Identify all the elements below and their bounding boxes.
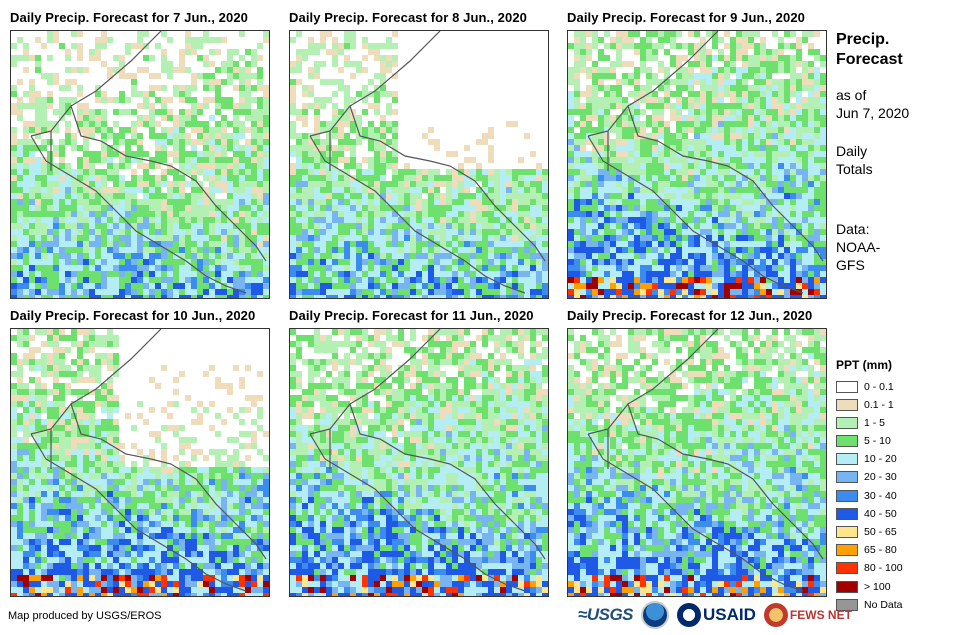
legend-label: 0.1 - 1	[864, 398, 894, 411]
precip-map-graphic	[568, 31, 826, 298]
legend-label: 50 - 65	[864, 526, 897, 538]
precip-map	[567, 30, 827, 299]
legend-item: 50 - 65	[836, 524, 966, 541]
legend-swatch	[836, 489, 858, 502]
legend-swatch	[836, 580, 858, 593]
coastline-outline	[309, 329, 546, 592]
legend-item: No Data	[836, 596, 966, 613]
legend-label: 0 - 0.1	[864, 380, 894, 393]
legend-swatch	[836, 507, 858, 520]
coastline-outline	[587, 31, 824, 294]
info-totals: Totals	[836, 161, 873, 177]
precip-legend: PPT (mm) 0 - 0.1 0.1 - 1 1 - 5 5 - 10 10…	[836, 358, 966, 614]
precip-map-graphic	[290, 329, 548, 596]
precip-grid	[568, 31, 826, 298]
legend-swatch	[836, 598, 858, 611]
legend-label: 30 - 40	[864, 489, 897, 502]
precip-grid	[290, 329, 548, 596]
legend-label: > 100	[864, 580, 891, 593]
info-as-of: as of	[836, 87, 867, 103]
legend-item: 30 - 40	[836, 487, 966, 504]
legend-swatch	[836, 471, 858, 484]
legend-label: No Data	[864, 598, 903, 611]
legend-item: 1 - 5	[836, 414, 966, 431]
legend-item: 20 - 30	[836, 469, 966, 486]
precip-grid	[290, 31, 548, 298]
legend-item: 80 - 100	[836, 560, 966, 577]
panel-title: Daily Precip. Forecast for 12 Jun., 2020	[567, 308, 813, 323]
coastline-outline	[30, 329, 267, 592]
panel-title: Daily Precip. Forecast for 8 Jun., 2020	[289, 10, 528, 25]
legend-item: 65 - 80	[836, 542, 966, 559]
legend-swatch	[836, 562, 858, 575]
legend-label: 40 - 50	[864, 507, 897, 520]
legend-swatch	[836, 435, 858, 448]
noaa-logo	[641, 601, 670, 629]
precip-map	[10, 30, 270, 299]
legend-label: 5 - 10	[864, 435, 891, 448]
precip-map-graphic	[290, 31, 548, 298]
forecast-info: Precip. Forecast as of Jun 7, 2020 Daily…	[836, 30, 966, 274]
precip-grid	[568, 329, 826, 596]
coastline-outline	[587, 329, 824, 592]
legend-swatch	[836, 544, 858, 557]
legend-item: 0 - 0.1	[836, 378, 966, 395]
panel-title: Daily Precip. Forecast for 10 Jun., 2020	[10, 308, 256, 323]
legend-item: 0.1 - 1	[836, 396, 966, 413]
legend-label: 10 - 20	[864, 453, 897, 466]
legend-item: 10 - 20	[836, 451, 966, 468]
precip-map-graphic	[11, 329, 269, 596]
panel-title: Daily Precip. Forecast for 7 Jun., 2020	[10, 10, 249, 25]
legend-label: 1 - 5	[864, 416, 886, 429]
precip-map	[289, 30, 549, 299]
info-source-1: NOAA-	[836, 239, 881, 255]
legend-swatch	[836, 453, 858, 466]
precip-map	[567, 328, 827, 597]
info-data-label: Data:	[836, 221, 870, 237]
coastline-outline	[30, 31, 267, 294]
legend-swatch	[836, 398, 858, 411]
partner-logos: ≈USGS USAID FEWS NET	[578, 600, 860, 630]
info-date: Jun 7, 2020	[836, 105, 910, 121]
legend-item: > 100	[836, 578, 966, 595]
coastline-outline	[309, 31, 546, 294]
usaid-wordmark: USAID	[703, 605, 756, 624]
legend-label: 65 - 80	[864, 544, 897, 557]
info-source-2: GFS	[836, 257, 865, 273]
legend-label: 20 - 30	[864, 471, 897, 484]
map-credit: Map produced by USGS/EROS	[8, 610, 162, 622]
legend-swatch	[836, 380, 858, 393]
fews-net-wordmark: FEWS NET	[789, 608, 852, 622]
legend-swatch	[836, 416, 858, 429]
precip-map	[10, 328, 270, 597]
panel-title: Daily Precip. Forecast for 11 Jun., 2020	[289, 308, 534, 323]
precip-grid	[11, 31, 269, 298]
precip-map-graphic	[568, 329, 826, 596]
usaid-logo: USAID	[677, 603, 756, 627]
precip-map-graphic	[11, 31, 269, 298]
legend-swatch	[836, 526, 858, 538]
precip-map	[289, 328, 549, 597]
fews-net-logo: FEWS NET	[763, 603, 852, 627]
legend-item: 5 - 10	[836, 433, 966, 450]
precip-grid	[11, 329, 269, 596]
legend-item: 40 - 50	[836, 505, 966, 522]
usgs-logo: ≈USGS	[578, 605, 634, 624]
legend-label: 80 - 100	[864, 562, 903, 575]
panel-title: Daily Precip. Forecast for 9 Jun., 2020	[567, 10, 806, 25]
info-title: Precip. Forecast	[836, 31, 903, 68]
info-daily: Daily	[836, 143, 868, 159]
legend-title: PPT (mm)	[836, 358, 893, 372]
